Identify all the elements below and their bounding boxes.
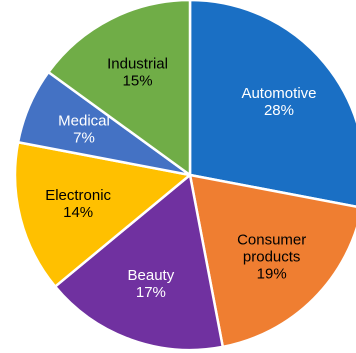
pie-label-medical: Medical 7%	[58, 113, 110, 147]
pie-slice-beauty	[53, 172, 225, 352]
pie-label-name: Medical	[58, 113, 110, 130]
pie-label-name: Electronic	[45, 187, 111, 204]
pie-label-percent: 15%	[123, 73, 153, 90]
pie-labels: Automotive 28% Consumer products 19% Beauty 17…	[45, 56, 316, 302]
pie-slice-consumer-products	[188, 173, 356, 349]
pie-slice-automotive	[188, 0, 356, 208]
pie-label-percent: 7%	[73, 130, 95, 147]
pie-slice-electronic	[13, 140, 193, 289]
pie-label-percent: 17%	[136, 284, 166, 301]
pie-label-name: Automotive	[241, 85, 316, 102]
pie-label-name: products	[243, 249, 301, 266]
pie-slices	[13, 0, 356, 352]
pie-label-name: Consumer	[237, 232, 306, 249]
pie-label-name: Industrial	[107, 56, 168, 73]
pie-slice-industrial	[46, 0, 192, 178]
pie-label-electronic: Electronic 14%	[45, 187, 111, 221]
pie-label-automotive: Automotive 28%	[241, 85, 316, 119]
pie-label-percent: 19%	[257, 266, 287, 283]
pie-label-percent: 14%	[63, 204, 93, 221]
pie-label-beauty: Beauty 17%	[128, 267, 175, 301]
pie-label-consumer-products: Consumer products 19%	[237, 232, 306, 283]
pie-label-name: Beauty	[128, 267, 175, 284]
pie-label-percent: 28%	[264, 102, 294, 119]
pie-label-industrial: Industrial 15%	[107, 56, 168, 90]
